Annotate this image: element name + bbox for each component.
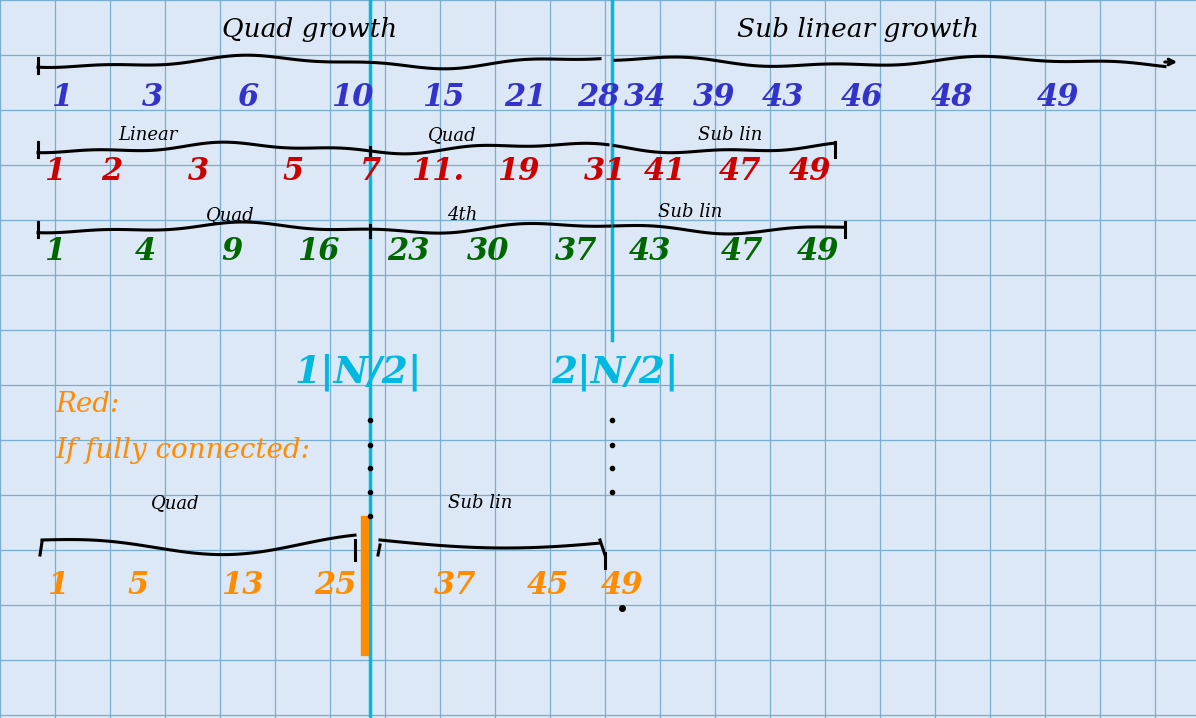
- Text: 3: 3: [188, 157, 208, 187]
- Text: 37: 37: [434, 569, 476, 600]
- Text: 43: 43: [629, 236, 671, 268]
- Text: Sub lin: Sub lin: [658, 203, 722, 221]
- Text: 10: 10: [331, 83, 373, 113]
- Text: Sub lin: Sub lin: [697, 126, 762, 144]
- Text: 47: 47: [719, 157, 761, 187]
- Text: 49: 49: [1037, 83, 1079, 113]
- Text: 31: 31: [584, 157, 627, 187]
- Text: 7: 7: [359, 157, 380, 187]
- Text: Sub lin: Sub lin: [447, 494, 512, 512]
- Text: 48: 48: [930, 83, 974, 113]
- Text: 34: 34: [624, 83, 666, 113]
- Text: 37: 37: [555, 236, 597, 268]
- Text: Quad: Quad: [428, 126, 476, 144]
- Text: 3: 3: [141, 83, 163, 113]
- Text: 9: 9: [221, 236, 243, 268]
- Text: 11.: 11.: [411, 157, 464, 187]
- Text: 49: 49: [600, 569, 643, 600]
- Text: 1: 1: [44, 236, 66, 268]
- Text: 46: 46: [841, 83, 884, 113]
- Text: 23: 23: [386, 236, 429, 268]
- Text: 25: 25: [313, 569, 356, 600]
- Text: 5: 5: [128, 569, 148, 600]
- Text: 47: 47: [721, 236, 763, 268]
- Text: 39: 39: [692, 83, 736, 113]
- Text: 4: 4: [134, 236, 155, 268]
- Text: 6: 6: [237, 83, 258, 113]
- Text: Red:: Red:: [55, 391, 120, 419]
- Text: Quad: Quad: [151, 494, 200, 512]
- Text: 2|N/2|: 2|N/2|: [551, 353, 679, 391]
- Text: 19: 19: [496, 157, 539, 187]
- Text: Quad: Quad: [206, 206, 255, 224]
- Text: 41: 41: [643, 157, 687, 187]
- Text: 21: 21: [504, 83, 547, 113]
- Text: 1|N/2|: 1|N/2|: [294, 353, 422, 391]
- Text: 16: 16: [297, 236, 340, 268]
- Text: 4th: 4th: [447, 206, 477, 224]
- Text: 49: 49: [788, 157, 831, 187]
- Text: 45: 45: [526, 569, 569, 600]
- Text: 43: 43: [762, 83, 804, 113]
- Text: 5: 5: [282, 157, 304, 187]
- Text: 49: 49: [797, 236, 840, 268]
- Text: Linear: Linear: [118, 126, 177, 144]
- Text: 1: 1: [51, 83, 73, 113]
- Text: 30: 30: [466, 236, 509, 268]
- Text: 1: 1: [48, 569, 68, 600]
- Text: 13: 13: [221, 569, 263, 600]
- Text: If fully connected:: If fully connected:: [55, 437, 310, 464]
- Text: Quad growth: Quad growth: [222, 17, 397, 42]
- Text: 1: 1: [44, 157, 66, 187]
- Text: Sub linear growth: Sub linear growth: [737, 17, 980, 42]
- Text: 15: 15: [422, 83, 464, 113]
- Text: 2: 2: [102, 157, 123, 187]
- Text: 28: 28: [576, 83, 620, 113]
